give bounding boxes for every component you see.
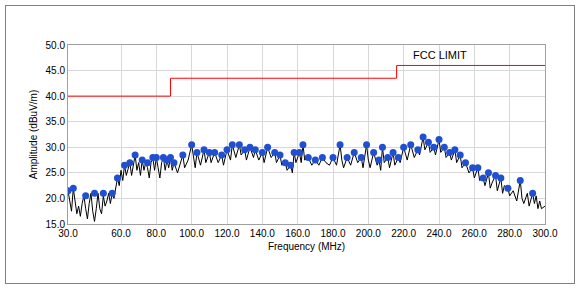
- svg-text:120.0: 120.0: [214, 228, 239, 239]
- svg-text:20.0: 20.0: [46, 193, 66, 204]
- svg-text:280.0: 280.0: [497, 228, 522, 239]
- svg-text:35.0: 35.0: [46, 116, 66, 127]
- svg-text:40.0: 40.0: [46, 91, 66, 102]
- svg-text:220.0: 220.0: [391, 228, 416, 239]
- svg-text:100.0: 100.0: [179, 228, 204, 239]
- svg-text:Frequency (MHz): Frequency (MHz): [268, 241, 345, 252]
- svg-text:180.0: 180.0: [320, 228, 345, 239]
- svg-text:15.0: 15.0: [46, 219, 66, 230]
- svg-text:30.0: 30.0: [58, 228, 78, 239]
- svg-text:80.0: 80.0: [147, 228, 167, 239]
- svg-text:Amplitude (dBuV/m): Amplitude (dBuV/m): [28, 90, 39, 179]
- svg-text:FCC LIMIT: FCC LIMIT: [413, 49, 467, 61]
- svg-text:200.0: 200.0: [356, 228, 381, 239]
- svg-text:25.0: 25.0: [46, 167, 66, 178]
- svg-text:240.0: 240.0: [426, 228, 451, 239]
- svg-text:45.0: 45.0: [46, 65, 66, 76]
- svg-text:50.0: 50.0: [46, 40, 66, 51]
- svg-text:260.0: 260.0: [462, 228, 487, 239]
- svg-text:60.0: 60.0: [111, 228, 131, 239]
- svg-text:160.0: 160.0: [285, 228, 310, 239]
- svg-text:300.0: 300.0: [532, 228, 557, 239]
- svg-text:140.0: 140.0: [250, 228, 275, 239]
- svg-text:30.0: 30.0: [46, 142, 66, 153]
